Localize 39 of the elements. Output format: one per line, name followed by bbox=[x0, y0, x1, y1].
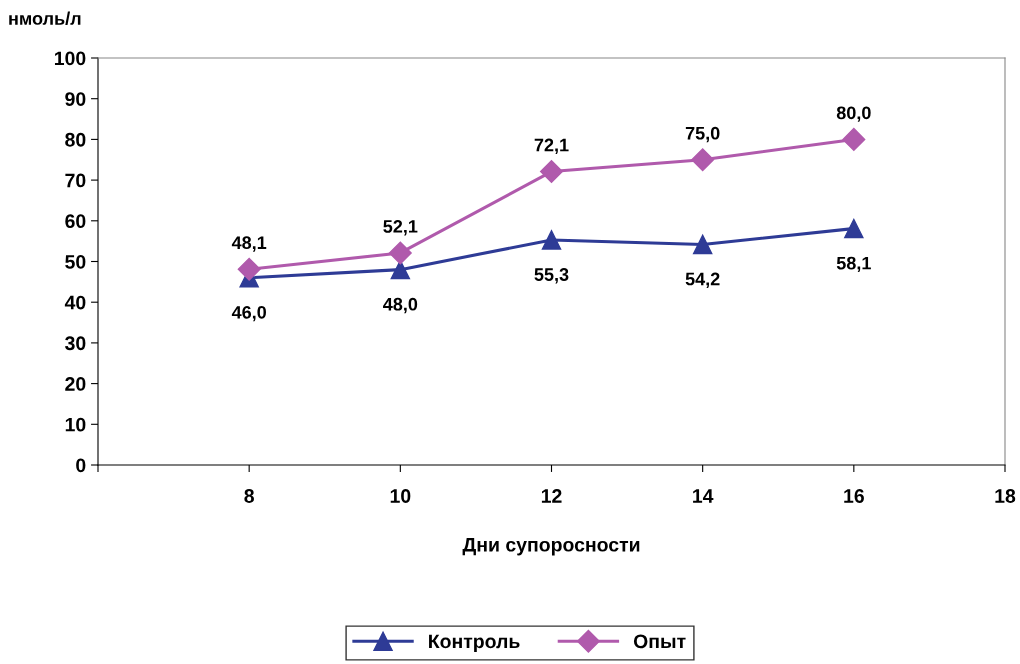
x-tick-label: 8 bbox=[244, 489, 254, 503]
x-axis-title: Дни супоросности bbox=[462, 538, 640, 556]
y-tick-label: 0 bbox=[76, 458, 86, 473]
data-label: 72,1 bbox=[534, 138, 569, 155]
y-tick-label: 60 bbox=[65, 214, 86, 229]
y-tick-label: 90 bbox=[65, 92, 86, 106]
y-tick-label: 100 bbox=[54, 51, 86, 66]
point bbox=[541, 230, 562, 250]
legend-label: Контроль bbox=[429, 634, 520, 653]
y-tick-label: 20 bbox=[65, 377, 86, 391]
point bbox=[842, 127, 866, 151]
legend-label: Опыт bbox=[633, 634, 686, 649]
point bbox=[540, 160, 563, 184]
x-tick-label: 14 bbox=[693, 489, 714, 503]
y-axis-title: нмоль/л bbox=[9, 11, 81, 26]
data-label: 58,1 bbox=[836, 256, 871, 273]
x-tick-label: 18 bbox=[995, 489, 1016, 503]
point bbox=[692, 234, 713, 255]
data-label: 75,0 bbox=[685, 126, 720, 143]
data-label: 48,0 bbox=[383, 297, 418, 314]
y-tick-label: 50 bbox=[65, 254, 86, 269]
y-tick-label: 30 bbox=[65, 336, 86, 351]
data-label: 80,0 bbox=[836, 106, 871, 122]
data-label: 46,0 bbox=[231, 305, 266, 322]
data-label: 55,3 bbox=[534, 268, 569, 284]
y-tick-label: 40 bbox=[64, 295, 86, 310]
data-label: 48,1 bbox=[231, 236, 267, 252]
point bbox=[691, 148, 715, 172]
x-tick-label: 16 bbox=[844, 489, 864, 503]
point bbox=[844, 218, 864, 239]
y-tick-label: 70 bbox=[65, 173, 86, 188]
data-label: 52,1 bbox=[383, 220, 418, 236]
y-tick-label: 80 bbox=[65, 132, 86, 147]
data-label: 54,2 bbox=[685, 272, 720, 288]
point bbox=[237, 257, 261, 281]
x-tick-label: 10 bbox=[390, 489, 411, 503]
x-tick-label: 12 bbox=[541, 489, 562, 503]
y-tick-label: 10 bbox=[65, 417, 86, 432]
point bbox=[388, 241, 412, 265]
